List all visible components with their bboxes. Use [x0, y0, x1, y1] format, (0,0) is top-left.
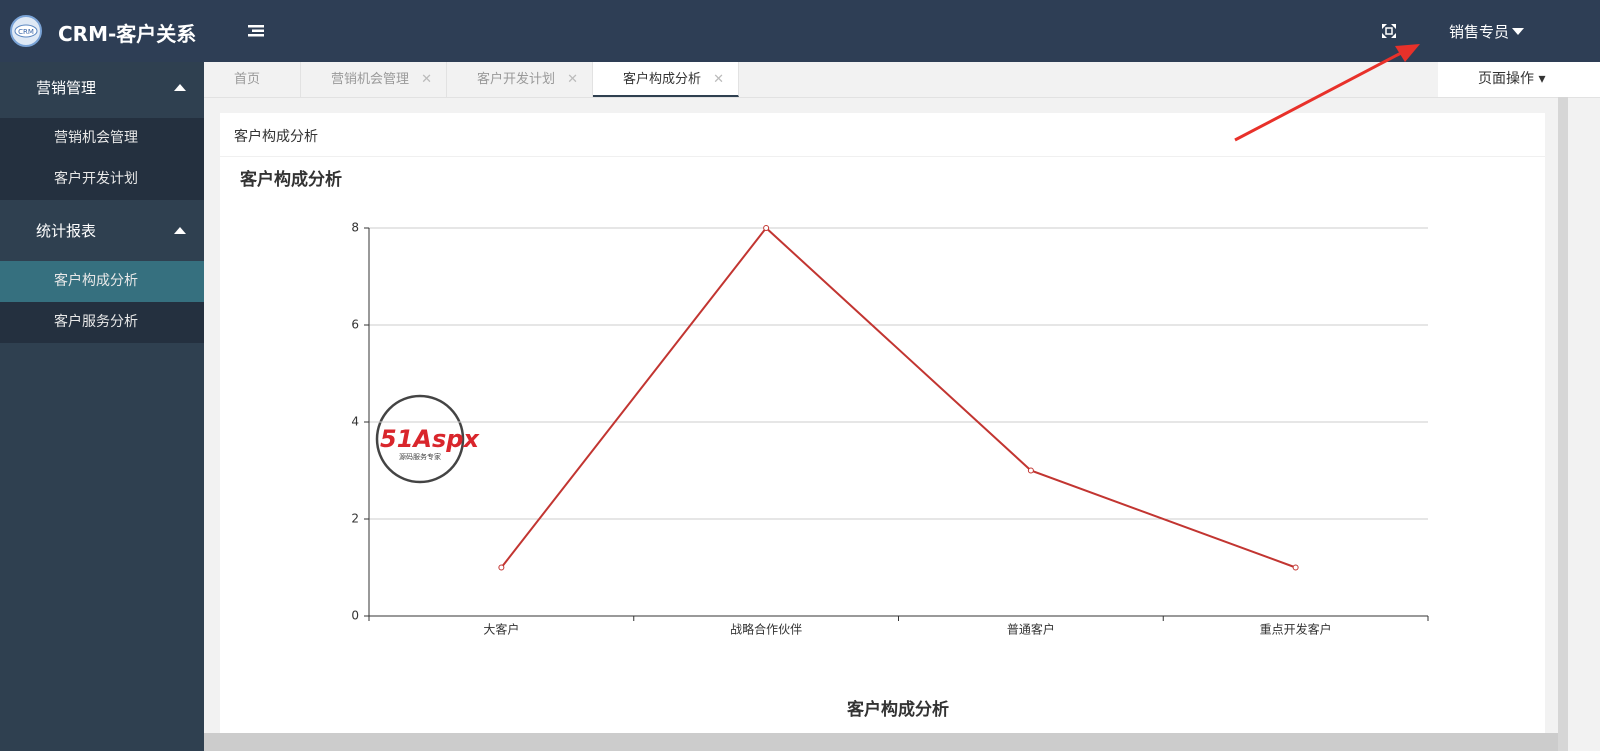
menu-item[interactable]: 营销机会管理: [0, 118, 204, 159]
menu-item-active[interactable]: 客户构成分析: [0, 261, 204, 302]
scrollbar: [1558, 97, 1568, 751]
logo-text: CRM: [18, 28, 34, 36]
chart: 客户构成分析 客户构成分析 51Aspx 源码服务专家 0 2 4 6 8 大客户 战略合作…: [239, 169, 1429, 720]
tab-active[interactable]: 客户构成分析 ✕: [593, 62, 739, 97]
tab-label: 营销机会管理: [331, 72, 410, 87]
point: [1292, 564, 1299, 571]
menu-group-label: 营销管理: [36, 79, 97, 97]
menu-item-label: 客户构成分析: [54, 273, 138, 289]
app-title: CRM-客户关系: [58, 22, 197, 46]
watermark: 51Aspx 源码服务专家: [375, 394, 480, 484]
menu-item-label: 客户服务分析: [54, 314, 138, 330]
x-tick-label: 重点开发客户: [1260, 622, 1332, 637]
point: [763, 225, 770, 231]
point: [1027, 467, 1034, 474]
menu-group[interactable]: 营销管理: [0, 62, 204, 114]
divider: [220, 156, 1545, 157]
panel: 客户构成分析: [220, 113, 1545, 733]
chart-title: 客户构成分析: [239, 169, 342, 190]
menu-group-label: 统计报表: [36, 222, 97, 240]
menu-toggle[interactable]: [248, 24, 266, 38]
menu-item[interactable]: 客户服务分析: [0, 302, 204, 343]
tab[interactable]: 首页: [204, 62, 301, 97]
tab-bar: 首页 营销机会管理 ✕ 客户开发计划 ✕ 客户构成分析 ✕ 页面操作 ▾: [204, 62, 1600, 98]
menu-item[interactable]: 客户开发计划: [0, 159, 204, 200]
tab[interactable]: 营销机会管理 ✕: [301, 62, 447, 97]
watermark-brand: 51Aspx: [380, 425, 480, 453]
x-tick-label: 战略合作伙伴: [730, 622, 802, 637]
logo: CRM: [10, 15, 42, 47]
user-caret: [1512, 28, 1524, 35]
watermark-slogan: 源码服务专家: [399, 452, 441, 461]
tab-label: 客户开发计划: [477, 72, 556, 87]
panel-heading: 客户构成分析: [234, 129, 318, 145]
x-tick-label: 大客户: [483, 622, 519, 637]
y-tick-label: 6: [351, 318, 359, 332]
tab[interactable]: 客户开发计划 ✕: [447, 62, 593, 97]
line: [500, 226, 1296, 569]
point: [498, 564, 505, 571]
y-tick-label: 4: [351, 415, 359, 429]
menu-group[interactable]: 统计报表: [0, 205, 204, 257]
page-ops[interactable]: 页面操作 ▾: [1438, 62, 1600, 97]
menu-item-label: 营销机会管理: [54, 130, 138, 146]
top-bar: CRM CRM-客户关系 销售专员: [0, 0, 1600, 62]
fullscreen-button[interactable]: [1381, 23, 1397, 39]
annotation-arrow: [1234, 44, 1420, 142]
user-menu[interactable]: 销售专员: [1449, 23, 1510, 41]
sidebar: 营销管理 营销机会管理 客户开发计划 统计报表 客户构成分析 客户服务分析: [0, 62, 204, 751]
tab-label: 客户构成分析: [623, 72, 702, 87]
y-tick-label: 8: [351, 221, 359, 235]
y-tick-label: 2: [351, 512, 359, 526]
y-tick-label: 0: [351, 609, 359, 623]
bottom-edge: [204, 733, 1558, 751]
second-chart-title: 客户构成分析: [846, 699, 949, 720]
menu-item-label: 客户开发计划: [54, 171, 138, 187]
page-ops-label: 页面操作: [1478, 71, 1534, 87]
x-tick-label: 普通客户: [1007, 622, 1055, 637]
tab-label: 首页: [234, 72, 261, 87]
